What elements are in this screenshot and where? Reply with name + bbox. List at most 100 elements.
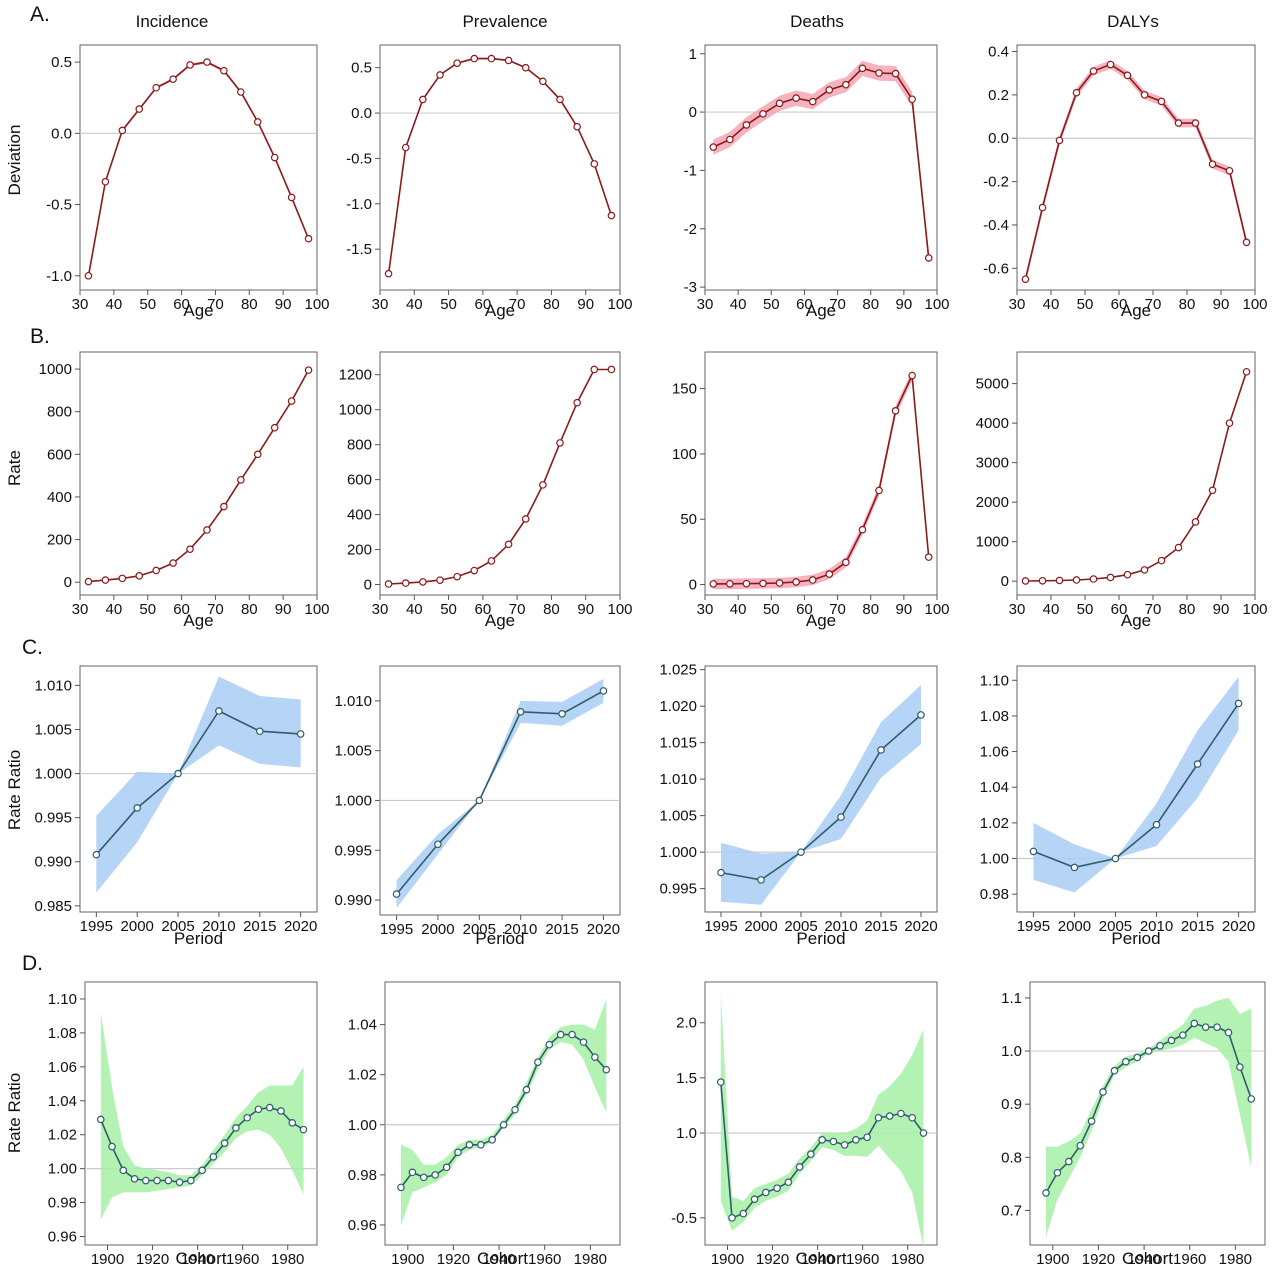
series-line: [95, 709, 301, 856]
data-point: [487, 54, 496, 63]
y-tick-label: -3: [684, 279, 697, 296]
x-tick-label: 90: [1213, 296, 1230, 313]
data-point: [1179, 1031, 1187, 1039]
data-point: [133, 804, 142, 812]
data-point: [135, 572, 144, 580]
data-point: [590, 365, 599, 374]
column-title-prevalence: Prevalence: [462, 12, 548, 31]
data-point: [759, 110, 767, 118]
data-point: [142, 1176, 150, 1185]
data-point: [209, 1152, 218, 1161]
x-tick-label: 80: [862, 601, 879, 618]
data-point: [152, 83, 160, 92]
data-point: [742, 579, 751, 588]
data-point: [220, 66, 228, 75]
data-point: [757, 876, 765, 884]
data-point: [1190, 1019, 1199, 1028]
data-point: [599, 687, 608, 695]
data-point: [818, 1136, 826, 1144]
plot-frame: [379, 351, 621, 596]
confidence-band: [396, 678, 604, 908]
y-tick-label: 400: [347, 507, 372, 524]
y-tick-label: -0.6: [983, 260, 1009, 277]
x-tick-label: 2000: [1058, 918, 1091, 935]
series-line: [88, 369, 310, 583]
data-point: [304, 234, 313, 243]
confidence-band: [100, 1012, 304, 1220]
x-tick-label: 1960: [226, 1251, 259, 1268]
data-point: [442, 1163, 451, 1172]
x-tick-label: 40: [730, 601, 747, 618]
y-tick-label: 0.5: [51, 54, 72, 71]
data-point: [175, 1178, 184, 1187]
data-point: [477, 1141, 485, 1149]
data-point: [220, 1139, 229, 1147]
data-point: [591, 1053, 599, 1061]
row-label-a: A.: [30, 3, 50, 26]
x-tick-label: 1995: [1017, 918, 1050, 935]
x-axis-label: Age: [1121, 301, 1151, 320]
data-point: [1111, 854, 1120, 863]
chart-panel-2-2: 30 40 50 60 70 80 90 100020040060080010001200Ag…: [339, 351, 633, 630]
data-point: [1144, 1047, 1153, 1055]
data-point: [1070, 863, 1079, 872]
x-tick-label: 50: [763, 601, 780, 618]
y-tick-label: 0.990: [34, 854, 72, 871]
x-tick-label: 90: [577, 601, 594, 618]
x-tick-label: 2020: [1222, 918, 1255, 935]
data-point: [1089, 67, 1098, 75]
data-point: [797, 848, 805, 856]
x-tick-label: 60: [173, 601, 190, 618]
x-tick-label: 90: [1213, 601, 1230, 618]
x-axis-label: Cohort: [1122, 1249, 1173, 1268]
plot-frame: [704, 665, 938, 913]
data-point: [908, 95, 916, 104]
data-point: [243, 1113, 251, 1122]
data-point: [254, 1105, 263, 1114]
data-point: [1156, 1041, 1164, 1050]
x-tick-label: 40: [406, 601, 423, 618]
x-tick-label: 90: [577, 296, 594, 313]
data-point: [556, 95, 564, 104]
data-point: [1234, 699, 1243, 708]
confidence-band: [713, 60, 929, 266]
x-tick-label: 60: [796, 296, 813, 313]
x-tick-label: 50: [139, 296, 156, 313]
data-point: [852, 1136, 860, 1144]
data-point: [419, 578, 427, 586]
y-tick-label: 0.995: [659, 881, 697, 898]
confidence-band: [1033, 676, 1239, 893]
chart-panel-4-3: 1900 1920 1940 1960 1980 -0.5 1.0 1.5 2.0 Cohort: [671, 981, 938, 1268]
data-point: [174, 769, 182, 778]
data-point: [198, 1166, 206, 1175]
x-tick-label: 40: [730, 296, 747, 313]
series-line: [1024, 63, 1248, 280]
plot-frame: [379, 44, 621, 291]
x-tick-label: 2020: [284, 918, 317, 935]
series-line: [395, 690, 604, 895]
data-point: [384, 269, 393, 278]
confidence-band: [1025, 60, 1247, 284]
data-point: [164, 1176, 173, 1185]
x-tick-label: 2010: [1140, 918, 1173, 935]
data-point: [84, 577, 93, 586]
data-point: [401, 143, 410, 152]
data-point: [1064, 1157, 1073, 1166]
x-tick-label: 2005: [463, 921, 496, 938]
data-point: [152, 566, 160, 575]
data-point: [919, 1129, 928, 1137]
x-tick-label: 70: [509, 296, 526, 313]
y-tick-label: 1.00: [48, 1161, 77, 1178]
y-tick-label: -0.5: [346, 150, 372, 167]
data-point: [288, 1119, 297, 1127]
data-point: [842, 558, 850, 567]
data-point: [130, 1175, 139, 1183]
data-point: [908, 1113, 917, 1122]
y-tick-label: -1.5: [346, 241, 372, 258]
y-tick-label: 1.10: [980, 672, 1009, 689]
data-point: [808, 576, 817, 584]
data-point: [808, 97, 817, 106]
data-point: [1242, 238, 1251, 247]
x-tick-label: 1980: [1219, 1251, 1252, 1268]
confidence-band: [720, 993, 924, 1248]
